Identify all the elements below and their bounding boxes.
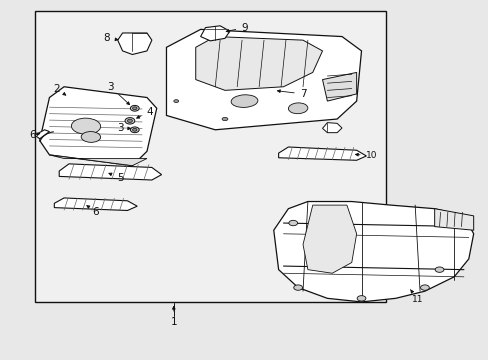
Ellipse shape xyxy=(132,107,137,110)
Text: 6: 6 xyxy=(29,130,40,140)
Ellipse shape xyxy=(127,119,132,122)
Polygon shape xyxy=(303,205,356,273)
Polygon shape xyxy=(40,87,157,166)
Polygon shape xyxy=(195,37,322,90)
Text: 3: 3 xyxy=(107,82,129,105)
Polygon shape xyxy=(35,130,49,139)
Ellipse shape xyxy=(288,103,307,114)
Text: 11: 11 xyxy=(409,289,423,303)
Ellipse shape xyxy=(222,117,227,121)
Ellipse shape xyxy=(130,127,139,133)
Polygon shape xyxy=(273,202,473,302)
Ellipse shape xyxy=(231,95,257,107)
Ellipse shape xyxy=(288,220,297,226)
Text: 2: 2 xyxy=(53,84,66,95)
Polygon shape xyxy=(200,26,229,41)
Ellipse shape xyxy=(420,285,428,290)
Text: 1: 1 xyxy=(170,306,177,327)
Ellipse shape xyxy=(130,105,139,111)
Ellipse shape xyxy=(81,132,101,142)
Ellipse shape xyxy=(434,267,443,273)
Text: 6: 6 xyxy=(86,206,99,217)
Text: 9: 9 xyxy=(226,23,247,33)
Polygon shape xyxy=(54,198,137,211)
Text: 4: 4 xyxy=(136,107,152,118)
Text: 3: 3 xyxy=(117,123,130,133)
Polygon shape xyxy=(322,72,356,101)
Ellipse shape xyxy=(132,129,137,131)
Polygon shape xyxy=(166,30,361,130)
Text: 5: 5 xyxy=(109,173,123,183)
Ellipse shape xyxy=(125,118,135,124)
Polygon shape xyxy=(118,33,152,54)
Ellipse shape xyxy=(173,100,178,103)
Text: 10: 10 xyxy=(355,151,376,160)
Polygon shape xyxy=(278,147,366,160)
Ellipse shape xyxy=(71,118,101,134)
Polygon shape xyxy=(434,209,473,230)
Polygon shape xyxy=(49,155,147,166)
Ellipse shape xyxy=(293,285,302,290)
Ellipse shape xyxy=(356,296,365,301)
Polygon shape xyxy=(322,123,341,133)
Polygon shape xyxy=(59,164,161,180)
Bar xyxy=(35,12,385,302)
Text: 7: 7 xyxy=(277,89,305,99)
Text: 8: 8 xyxy=(103,33,118,43)
